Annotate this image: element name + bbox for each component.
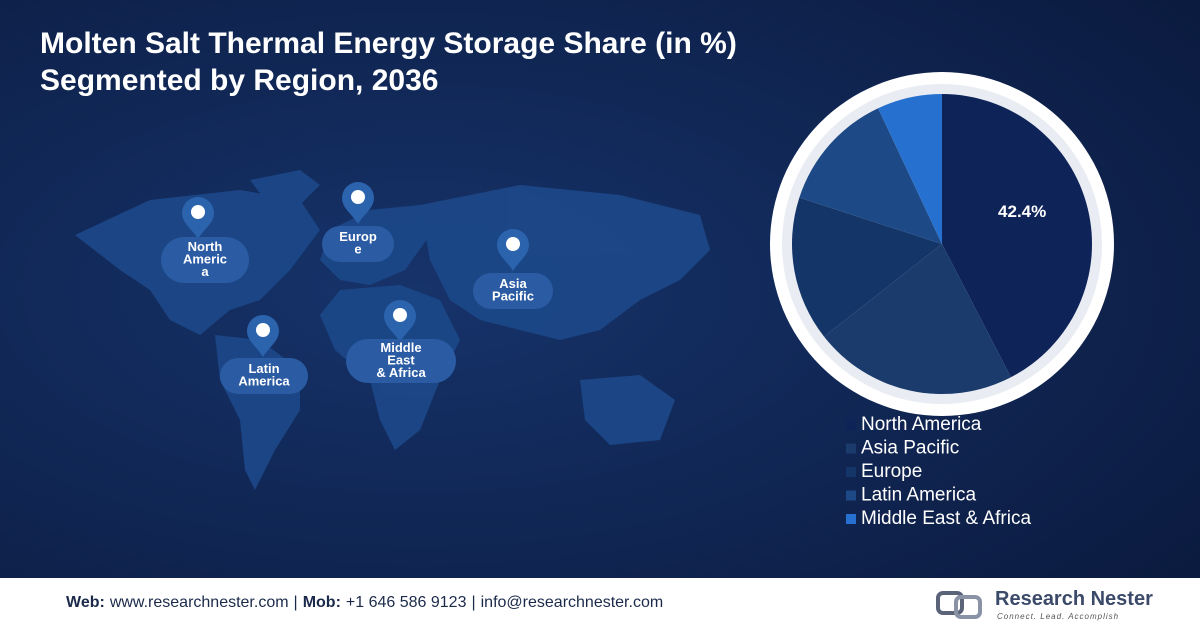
footer-item: www.researchnester.com [109,594,289,611]
footer: Web: www.researchnester.com | Mob: +1 646 58… [0,578,1200,628]
value-label: 42.4% [998,202,1046,221]
map-label: America [238,374,290,389]
title: Segmented by Region, 2036 [40,64,438,97]
footer-item: | [293,594,298,611]
pie-slice [878,94,942,244]
map-label: Americ [183,251,227,266]
legend-label: Middle East & Africa [861,508,1031,529]
map-label: Asia [499,276,527,291]
footer-item: info@researchnester.com [480,594,664,611]
map-label-box [220,358,308,394]
footer-item: | [471,594,476,611]
map-label: Europ [339,229,377,244]
pie-slice [942,94,1092,378]
logo-icon [936,591,982,619]
map-label: & Africa [376,365,426,380]
logo-tagline: Connect. Lead. Accomplish [997,612,1120,621]
title: Molten Salt Thermal Energy Storage Share… [40,27,737,60]
map-label-box [161,237,249,283]
legend-swatch [846,420,856,430]
legend-label: Latin America [861,485,977,506]
map-label-box [322,226,394,262]
map-label: e [354,242,361,257]
map-label-box [346,339,456,383]
map-pin-dot [191,205,205,219]
map-pin-dot [256,323,270,337]
map-label-box [473,273,553,309]
pie-slice [792,197,942,337]
map-label: a [201,264,209,279]
legend-label: Asia Pacific [861,438,959,459]
map-label: Middle [380,340,421,355]
legend-swatch [846,467,856,477]
map-pin-dot [393,308,407,322]
map-pin-dot [351,190,365,204]
map-label: North [188,239,223,254]
footer-text: Web: www.researchnester.com | Mob: +1 646 58… [66,594,668,612]
chart: Molten Salt Thermal Energy Storage Share… [0,0,1200,578]
map-label: East [387,352,415,367]
legend-label: North America [861,414,982,435]
pie-slice [824,244,1011,394]
legend-swatch [846,514,856,524]
legend-label: Europe [861,461,922,482]
pie-slice [799,108,942,244]
footer-item: Mob: [302,594,341,611]
legend-swatch [846,490,856,501]
footer-item: Web: [66,594,105,611]
map-pin-dot [506,237,520,251]
footer-item: +1 646 586 9123 [345,594,467,611]
map-label: Latin [248,361,279,376]
logo-name: Research Nester [995,588,1153,610]
map-label: Pacific [492,289,534,304]
legend-swatch [846,443,856,454]
